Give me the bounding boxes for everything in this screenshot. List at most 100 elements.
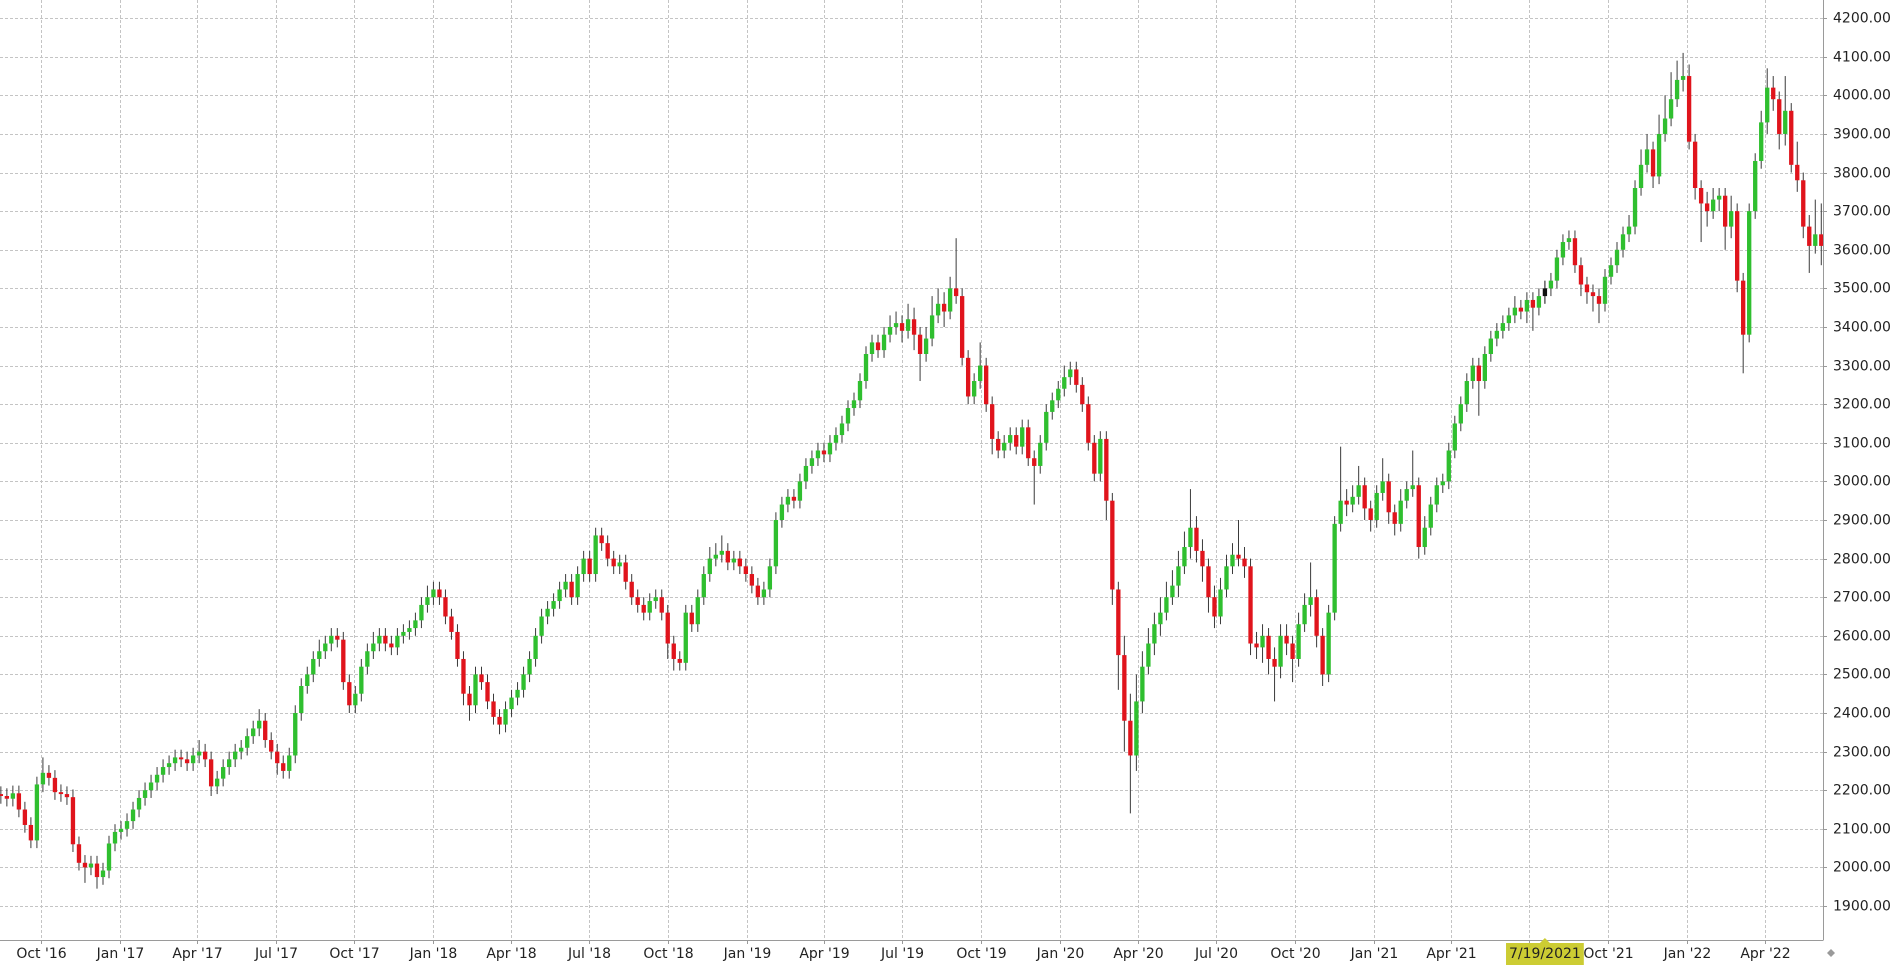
y-tick-label: 1900.00 bbox=[1833, 899, 1891, 915]
candle-body bbox=[833, 435, 839, 443]
candle-body bbox=[413, 620, 418, 629]
candle-body bbox=[1819, 234, 1824, 246]
candle-body bbox=[1188, 527, 1193, 548]
candle-body bbox=[491, 701, 496, 717]
candle-body bbox=[779, 504, 785, 520]
candle-body bbox=[1464, 381, 1469, 405]
candle-body bbox=[1086, 404, 1091, 443]
y-tick-label: 2200.00 bbox=[1833, 783, 1891, 799]
candle-body bbox=[1789, 110, 1794, 165]
candle-body bbox=[1572, 238, 1578, 266]
candle-body bbox=[233, 751, 238, 760]
x-tick-label: Jul '17 bbox=[254, 946, 298, 962]
candle-body bbox=[1452, 423, 1457, 451]
candle-body bbox=[1002, 442, 1007, 451]
candle-body bbox=[196, 751, 202, 756]
candle-body bbox=[142, 790, 148, 798]
candle-body bbox=[1608, 265, 1614, 277]
candle-body bbox=[1716, 195, 1722, 200]
candle-body bbox=[773, 519, 779, 567]
candle-body bbox=[443, 597, 448, 617]
candle-body bbox=[347, 682, 352, 706]
candle-body bbox=[869, 342, 875, 354]
candle-body bbox=[593, 535, 598, 575]
candle-body bbox=[1320, 635, 1325, 675]
candle-body bbox=[281, 763, 286, 771]
candle-body bbox=[1368, 508, 1373, 520]
candle-body bbox=[557, 589, 562, 602]
candle-body bbox=[467, 693, 472, 706]
candle-body bbox=[305, 674, 310, 686]
candle-body bbox=[299, 685, 304, 714]
candle-body bbox=[1578, 265, 1584, 285]
candle-body bbox=[1158, 612, 1163, 625]
candle-body bbox=[1710, 199, 1716, 212]
y-tick-label: 2400.00 bbox=[1833, 706, 1891, 722]
candle-body bbox=[64, 794, 70, 798]
candle-body bbox=[713, 554, 718, 559]
candle-body bbox=[617, 562, 622, 567]
candle-body bbox=[635, 597, 640, 605]
candle-body bbox=[479, 674, 484, 683]
candle-body bbox=[172, 757, 178, 764]
candle-body bbox=[1254, 643, 1259, 648]
candle-body bbox=[1308, 597, 1313, 605]
candle-body bbox=[1380, 481, 1385, 493]
candle-body bbox=[239, 747, 244, 752]
candle-body bbox=[899, 323, 905, 331]
candle-body bbox=[160, 767, 166, 775]
y-tick-label: 2600.00 bbox=[1833, 629, 1891, 645]
candle-body bbox=[815, 450, 821, 459]
candle-body bbox=[929, 315, 935, 339]
candle-body bbox=[1620, 234, 1626, 250]
candle-body bbox=[1248, 566, 1253, 644]
candle-body bbox=[88, 863, 94, 868]
candle-body bbox=[1116, 589, 1121, 656]
y-tick-label: 3500.00 bbox=[1833, 281, 1891, 297]
candle-body bbox=[1140, 666, 1145, 702]
candle-body bbox=[1735, 211, 1740, 281]
candle-body bbox=[1038, 442, 1043, 466]
x-tick-label: Jan '18 bbox=[409, 946, 458, 962]
candle-body bbox=[845, 408, 851, 424]
candle-body bbox=[1765, 87, 1770, 123]
candle-body bbox=[449, 616, 454, 632]
candle-body bbox=[1020, 427, 1025, 447]
candle-body bbox=[1771, 87, 1776, 100]
candle-body bbox=[365, 651, 370, 667]
y-tick-label: 2300.00 bbox=[1833, 745, 1891, 761]
candle-body bbox=[1482, 353, 1487, 382]
candle-body bbox=[1560, 242, 1566, 258]
candle-body bbox=[0, 794, 4, 797]
candle-body bbox=[1296, 624, 1301, 659]
candle-body bbox=[461, 658, 466, 694]
candle-body bbox=[335, 635, 340, 640]
candle-body bbox=[521, 674, 526, 690]
candle-body bbox=[797, 481, 803, 501]
candle-body bbox=[1398, 500, 1403, 524]
candle-body bbox=[971, 381, 977, 397]
candle-body bbox=[1164, 597, 1169, 613]
candle-body bbox=[407, 628, 412, 632]
x-tick-label: Apr '19 bbox=[799, 946, 849, 962]
candle-body bbox=[136, 797, 142, 810]
candle-body bbox=[1470, 365, 1475, 382]
candle-body bbox=[220, 767, 226, 779]
candle-body bbox=[1260, 635, 1265, 648]
candle-body bbox=[1074, 369, 1079, 385]
candle-body bbox=[821, 450, 827, 455]
candle-body bbox=[893, 323, 899, 327]
candle-body bbox=[1813, 234, 1818, 246]
candle-body bbox=[1182, 547, 1187, 567]
candle-body bbox=[1068, 369, 1073, 378]
candle-body bbox=[1446, 450, 1451, 482]
y-tick-label: 2500.00 bbox=[1833, 667, 1891, 683]
x-tick-label: Oct '17 bbox=[329, 946, 379, 962]
candle-body bbox=[1428, 504, 1433, 528]
candle-body bbox=[1656, 133, 1662, 177]
x-tick-label: Jul '18 bbox=[567, 946, 611, 962]
candle-body bbox=[317, 651, 322, 659]
candle-body bbox=[611, 558, 616, 567]
candle-body bbox=[1128, 720, 1133, 756]
candle-body bbox=[329, 635, 334, 644]
